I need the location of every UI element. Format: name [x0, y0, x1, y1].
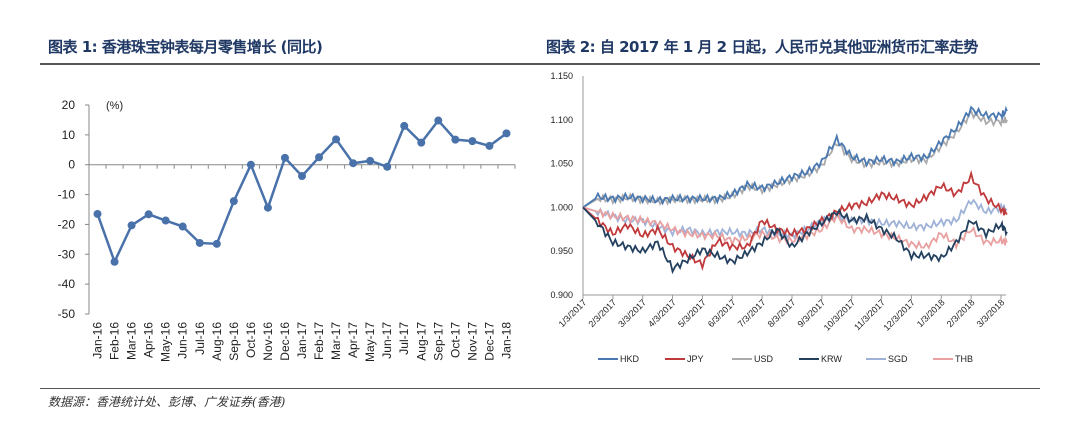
- source-note: 数据源：香港统计处、彭博、广发证券(香港): [48, 395, 286, 409]
- footer-divider: [40, 388, 1040, 389]
- data-point: [502, 129, 511, 138]
- data-point: [434, 116, 443, 125]
- data-point: [417, 138, 426, 147]
- y-tick-label: 20: [62, 98, 76, 112]
- series-line-hkd: [582, 105, 1008, 209]
- data-point: [349, 159, 358, 168]
- x-tick-label: Jul-17: [397, 322, 411, 355]
- data-point: [246, 160, 255, 169]
- x-tick-label: 2/3/2018: [945, 297, 977, 329]
- y-tick-label: 10: [62, 128, 76, 142]
- x-tick-label: Jan-18: [499, 322, 513, 359]
- y-axis-unit: (%): [106, 100, 123, 112]
- y-tick-label: 1.050: [550, 159, 573, 169]
- x-tick-label: Feb-17: [312, 322, 326, 360]
- x-tick-label: Jul-16: [193, 322, 207, 355]
- legend-label-jpy: JPY: [687, 354, 704, 364]
- x-tick-label: 10/3/2017: [822, 297, 857, 332]
- x-tick-label: Nov-17: [465, 322, 479, 361]
- x-tick-label: Oct-16: [244, 322, 258, 358]
- y-tick-label: -10: [58, 188, 76, 202]
- x-tick-label: Feb-16: [108, 322, 122, 360]
- y-tick-label: -30: [58, 247, 76, 261]
- data-point: [485, 141, 494, 150]
- legend-label-usd: USD: [754, 354, 774, 364]
- x-tick-label: Apr-16: [142, 322, 156, 358]
- x-tick-label: 4/3/2017: [646, 297, 678, 329]
- data-point: [110, 257, 119, 266]
- x-tick-label: Oct-17: [448, 322, 462, 358]
- x-tick-label: 7/3/2017: [736, 297, 768, 329]
- data-point: [127, 221, 136, 230]
- data-point: [93, 209, 102, 218]
- x-tick-label: Mar-16: [125, 322, 139, 360]
- series-line-krw: [582, 206, 1008, 275]
- x-tick-label: 5/3/2017: [676, 297, 708, 329]
- data-point: [195, 238, 204, 247]
- x-tick-label: 1/3/2018: [915, 297, 947, 329]
- series-line-usd: [582, 109, 1008, 209]
- chart1-title: 图表 1: 香港珠宝钟表每月零售增长 (同比): [48, 38, 323, 56]
- y-tick-label: 0: [68, 158, 75, 172]
- legend-label-thb: THB: [955, 354, 973, 364]
- x-tick-label: Dec-17: [482, 322, 496, 361]
- x-tick-label: 6/3/2017: [706, 297, 738, 329]
- x-tick-label: Aug-17: [414, 322, 428, 361]
- data-point: [332, 135, 341, 144]
- data-point: [366, 156, 375, 165]
- y-tick-label: 1.100: [550, 115, 573, 125]
- legend-label-sgd: SGD: [888, 354, 908, 364]
- y-tick-label: 0.900: [550, 290, 573, 300]
- x-tick-label: Mar-17: [329, 322, 343, 360]
- data-point: [383, 162, 392, 171]
- x-tick-label: Sep-17: [431, 322, 445, 361]
- legend-label-krw: KRW: [821, 354, 842, 364]
- data-point: [468, 137, 477, 146]
- x-tick-label: 12/3/2017: [881, 297, 916, 332]
- data-point: [229, 197, 238, 206]
- data-point: [298, 172, 306, 181]
- x-tick-label: Dec-16: [278, 322, 292, 361]
- x-tick-label: Aug-16: [210, 322, 224, 361]
- series-line-jpy: [582, 169, 1008, 271]
- data-point: [144, 210, 153, 219]
- x-tick-label: Sep-16: [227, 322, 241, 361]
- y-tick-label: -20: [58, 217, 76, 231]
- x-tick-label: Jan-16: [91, 322, 105, 359]
- x-tick-label: May-17: [363, 322, 377, 362]
- y-tick-label: 1.000: [550, 202, 573, 212]
- series-line-thb: [582, 206, 1008, 251]
- data-point: [263, 203, 272, 212]
- chart2-title: 图表 2: 自 2017 年 1 月 2 日起，人民币兑其他亚洲货币汇率走势: [546, 38, 978, 56]
- x-tick-label: Nov-16: [261, 322, 275, 361]
- data-point: [212, 239, 221, 248]
- data-point: [451, 135, 460, 144]
- x-tick-label: 2/3/2017: [586, 297, 618, 329]
- title-divider: [40, 63, 1040, 65]
- x-tick-label: May-16: [159, 322, 173, 362]
- x-tick-label: Jun-17: [380, 322, 394, 359]
- x-tick-label: 8/3/2017: [766, 297, 798, 329]
- data-point: [315, 153, 324, 162]
- y-tick-label: -50: [58, 307, 76, 321]
- y-tick-label: 0.950: [550, 246, 573, 256]
- data-point: [161, 216, 170, 225]
- legend-label-hkd: HKD: [620, 354, 640, 364]
- y-tick-label: -40: [58, 277, 76, 291]
- x-tick-label: 3/3/2017: [616, 297, 648, 329]
- x-tick-label: Jun-16: [176, 322, 190, 359]
- y-tick-label: 1.150: [550, 71, 573, 81]
- data-point: [280, 153, 289, 162]
- fx-rate-chart: 0.9000.9501.0001.0501.1001.1501/3/20172/…: [550, 71, 1008, 364]
- data-point: [178, 222, 187, 231]
- data-point: [400, 121, 409, 130]
- x-tick-label: 3/3/2018: [975, 297, 1007, 329]
- x-tick-label: Jan-17: [295, 322, 309, 359]
- x-tick-label: 1/3/2017: [557, 297, 589, 329]
- x-tick-label: Apr-17: [346, 322, 360, 358]
